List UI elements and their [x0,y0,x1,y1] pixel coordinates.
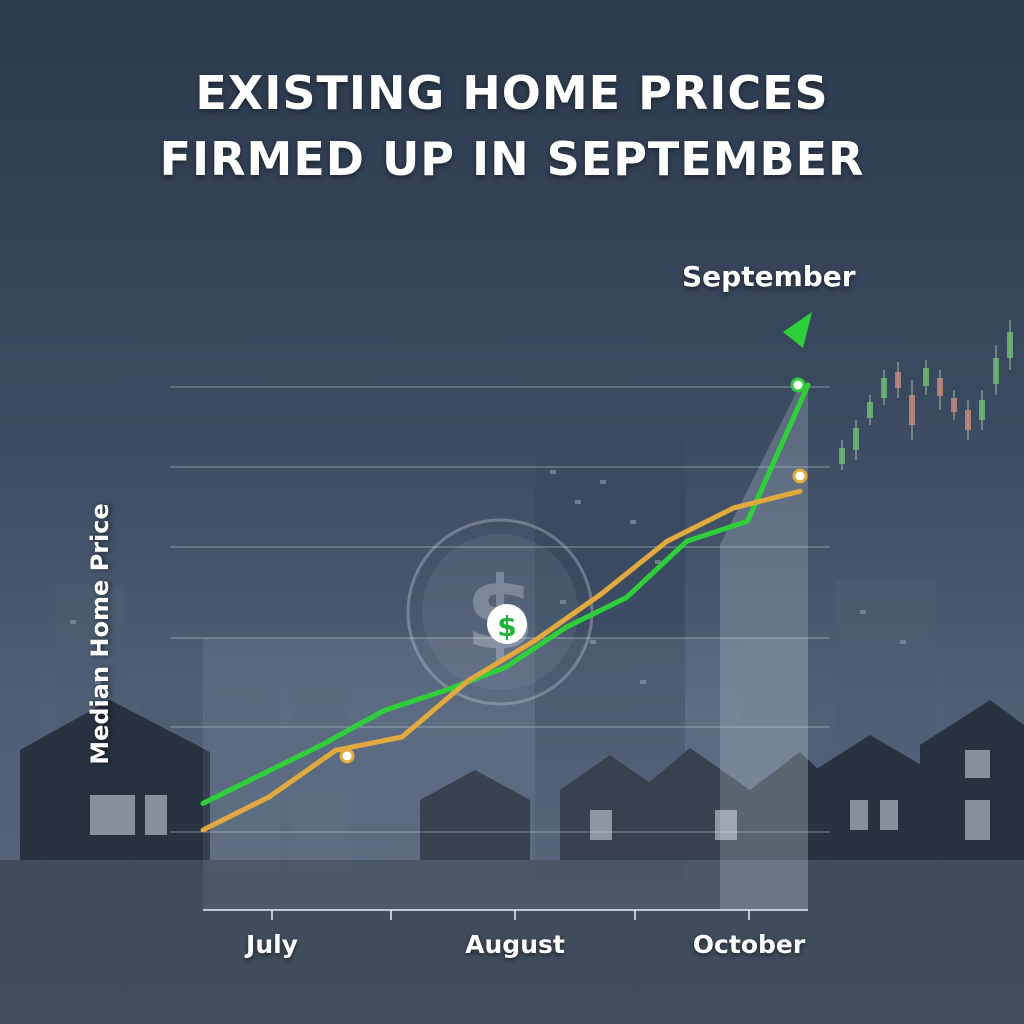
candlestick-decoration [839,320,1013,470]
x-tick-label-august: August [465,930,565,959]
series-line-1 [200,382,811,806]
y-axis-label: Median Home Price [86,503,114,765]
x-tick-label-october: October [692,930,806,959]
orange-point [339,748,355,764]
orange-end-point [792,468,808,484]
chart-title-line-1: EXISTING HOME PRICES [195,66,829,120]
x-axis [203,909,808,920]
series-line-2 [200,488,803,833]
dollar-marker-icon: $ [487,604,527,644]
chart-title-line-2: FIRMED UP IN SEPTEMBER [159,132,865,186]
green-end-point [790,377,806,393]
highlight-panel [720,385,808,910]
trend-arrow-head [783,312,812,348]
x-tick-label-july: July [246,930,298,959]
svg-text:$: $ [497,610,516,643]
september-callout: September [682,260,856,293]
